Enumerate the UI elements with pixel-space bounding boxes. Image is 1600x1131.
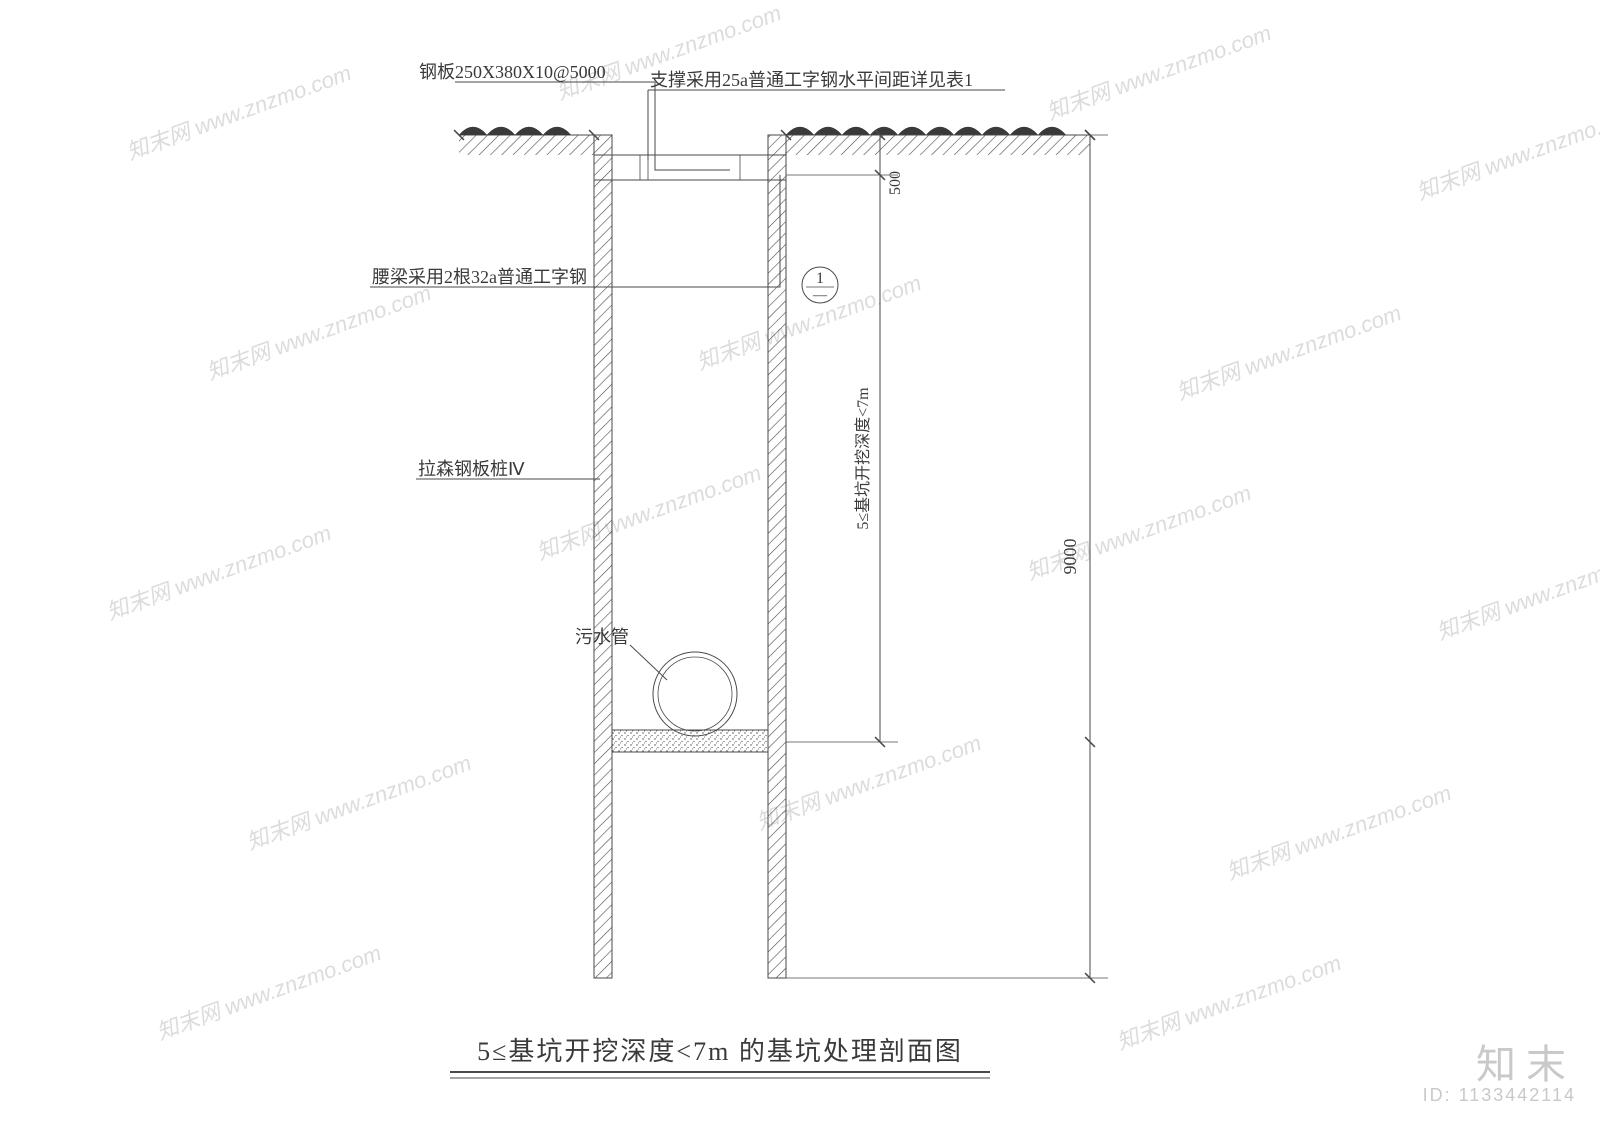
waist-beam-label: 腰梁采用2根32a普通工字钢 [372, 267, 587, 287]
watermark-text: 知末网 www.znzmo.com [533, 460, 764, 565]
logo-text: 知末 [1423, 1044, 1576, 1086]
watermark-text: 知末网 www.znzmo.com [243, 750, 474, 855]
watermark-layer: 知末网 www.znzmo.com知末网 www.znzmo.com知末网 ww… [103, 0, 1600, 1055]
drawing-title: 5≤基坑开挖深度<7m 的基坑处理剖面图 [450, 1037, 990, 1078]
steel-plate-label: 钢板250X380X10@5000 [419, 62, 606, 82]
watermark-text: 知末网 www.znzmo.com [1223, 780, 1454, 885]
source-logo: 知末 ID: 1133442114 [1423, 1044, 1576, 1105]
pit-floor [612, 652, 768, 752]
support-25a-label: 支撑采用25a普通工字钢水平间距详见表1 [650, 70, 973, 90]
top-strut [594, 155, 786, 180]
dim-9000: 9000 [1060, 539, 1080, 575]
title-text: 5≤基坑开挖深度<7m 的基坑处理剖面图 [477, 1037, 963, 1066]
svg-text:1: 1 [816, 270, 824, 287]
dimensions: 500 5≤基坑开挖深度<7m 9000 [786, 130, 1108, 983]
detail-marker: 1— [802, 267, 838, 303]
watermark-text: 知末网 www.znzmo.com [1433, 540, 1600, 645]
watermark-text: 知末网 www.znzmo.com [753, 730, 984, 835]
svg-text:—: — [812, 288, 828, 303]
sewer-pipe-label: 污水管 [575, 627, 629, 647]
watermark-text: 知末网 www.znzmo.com [1043, 20, 1274, 125]
watermark-text: 知末网 www.znzmo.com [1113, 950, 1344, 1055]
watermark-text: 知末网 www.znzmo.com [1173, 300, 1404, 405]
larsen-pile-label: 拉森钢板桩Ⅳ [418, 459, 525, 479]
piles [594, 135, 786, 978]
watermark-text: 知末网 www.znzmo.com [103, 520, 334, 625]
watermark-text: 知末网 www.znzmo.com [1413, 100, 1600, 205]
dim-depth-range: 5≤基坑开挖深度<7m [854, 387, 872, 530]
watermark-text: 知末网 www.znzmo.com [123, 60, 354, 165]
logo-id: ID: 1133442114 [1423, 1086, 1576, 1105]
watermark-text: 知末网 www.znzmo.com [693, 270, 924, 375]
watermark-text: 知末网 www.znzmo.com [153, 940, 384, 1045]
watermark-text: 知末网 www.znzmo.com [203, 280, 434, 385]
watermark-text: 知末网 www.znzmo.com [1023, 480, 1254, 585]
dim-500: 500 [887, 171, 904, 195]
